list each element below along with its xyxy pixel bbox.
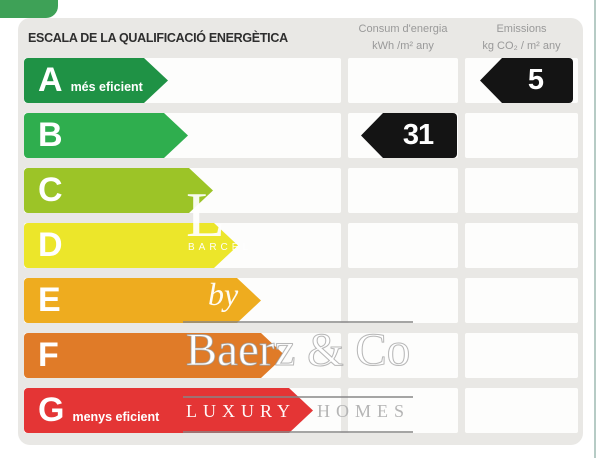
rating-bar-e: E — [24, 278, 261, 323]
scale-row-e: E — [18, 278, 583, 323]
rating-annotation: més eficient — [70, 80, 143, 94]
scale-row-f: F — [18, 333, 583, 378]
rating-bar-c: C — [24, 168, 213, 213]
emissions-cell — [465, 223, 578, 268]
rating-letter: B — [38, 116, 63, 154]
rating-letter: F — [38, 336, 59, 374]
consum-header-name: Consum d'energia — [358, 23, 448, 35]
rating-letter: A — [38, 61, 63, 99]
scale-row-g: G menys eficient — [18, 388, 583, 433]
energy-rating-card: ESCALA DE LA QUALIFICACIÓ ENERGÈTICA Con… — [18, 18, 583, 445]
emissions-cell — [465, 168, 578, 213]
emissions-header-unit: kg CO₂ / m² any — [482, 39, 561, 52]
consum-cell — [348, 278, 458, 323]
rating-letter: D — [38, 226, 63, 264]
emissions-value-arrow: 5 — [480, 58, 573, 103]
consum-cell — [348, 168, 458, 213]
scale-row-b: B 31 — [18, 113, 583, 158]
emissions-cell — [465, 278, 578, 323]
rating-bar-g: G menys eficient — [24, 388, 313, 433]
emissions-column-header: Emissions kg CO₂ / m² any — [465, 21, 578, 54]
emissions-cell — [465, 388, 578, 433]
rating-letter: G — [38, 391, 65, 429]
rating-letter: E — [38, 281, 61, 319]
right-edge-divider — [594, 0, 596, 458]
corner-button-fragment[interactable] — [0, 0, 58, 18]
rating-annotation: menys eficient — [72, 410, 160, 424]
consum-value: 31 — [402, 119, 434, 151]
consum-column-header: Consum d'energia kWh /m² any — [348, 21, 458, 54]
consum-cell — [348, 333, 458, 378]
consum-value-arrow: 31 — [361, 113, 457, 158]
emissions-header-name: Emissions — [496, 23, 547, 35]
chart-title: ESCALA DE LA QUALIFICACIÓ ENERGÈTICA — [28, 31, 288, 45]
scale-row-a: A més eficient 5 — [18, 58, 583, 103]
consum-cell — [348, 58, 458, 103]
rating-bar-d: D — [24, 223, 238, 268]
rating-bar-a: A més eficient — [24, 58, 168, 103]
emissions-cell — [465, 113, 578, 158]
rating-bar-b: B — [24, 113, 188, 158]
emissions-cell — [465, 333, 578, 378]
consum-cell — [348, 223, 458, 268]
scale-row-c: C — [18, 168, 583, 213]
consum-header-unit: kWh /m² any — [372, 39, 434, 52]
rating-bar-f: F — [24, 333, 285, 378]
scale-row-d: D — [18, 223, 583, 268]
consum-cell — [348, 388, 458, 433]
emissions-value: 5 — [527, 64, 544, 96]
rating-letter: C — [38, 171, 63, 209]
